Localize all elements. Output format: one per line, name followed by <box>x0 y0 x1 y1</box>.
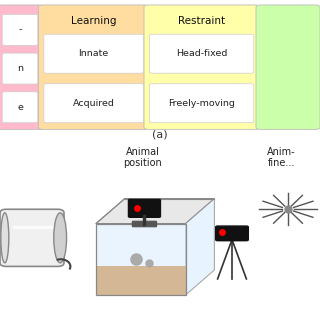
FancyBboxPatch shape <box>2 14 38 45</box>
FancyBboxPatch shape <box>38 5 149 129</box>
FancyBboxPatch shape <box>0 5 43 129</box>
Bar <box>96 224 186 295</box>
Text: Learning: Learning <box>71 16 116 26</box>
Text: -: - <box>18 25 22 34</box>
FancyBboxPatch shape <box>0 209 64 267</box>
FancyBboxPatch shape <box>149 34 254 73</box>
Polygon shape <box>96 198 214 224</box>
Bar <box>96 224 186 267</box>
Text: Freely-moving: Freely-moving <box>168 99 235 108</box>
FancyBboxPatch shape <box>149 84 254 123</box>
FancyBboxPatch shape <box>144 5 259 129</box>
Text: Anim-
fine...: Anim- fine... <box>267 147 296 168</box>
Text: Innate: Innate <box>78 49 109 58</box>
FancyBboxPatch shape <box>132 221 156 227</box>
Text: n: n <box>17 64 23 73</box>
Text: Animal
position: Animal position <box>123 147 162 168</box>
FancyBboxPatch shape <box>44 84 143 123</box>
FancyBboxPatch shape <box>128 199 160 217</box>
FancyBboxPatch shape <box>2 53 38 84</box>
Bar <box>96 267 186 295</box>
FancyBboxPatch shape <box>2 92 38 123</box>
Text: (a): (a) <box>152 130 168 140</box>
Polygon shape <box>186 198 214 295</box>
FancyBboxPatch shape <box>44 34 143 73</box>
Text: Restraint: Restraint <box>178 16 225 26</box>
Text: Acquired: Acquired <box>73 99 115 108</box>
Text: e: e <box>17 103 23 112</box>
FancyBboxPatch shape <box>216 226 248 241</box>
Ellipse shape <box>1 213 9 263</box>
FancyBboxPatch shape <box>256 5 320 129</box>
Text: Head-fixed: Head-fixed <box>176 49 227 58</box>
Ellipse shape <box>54 213 67 263</box>
